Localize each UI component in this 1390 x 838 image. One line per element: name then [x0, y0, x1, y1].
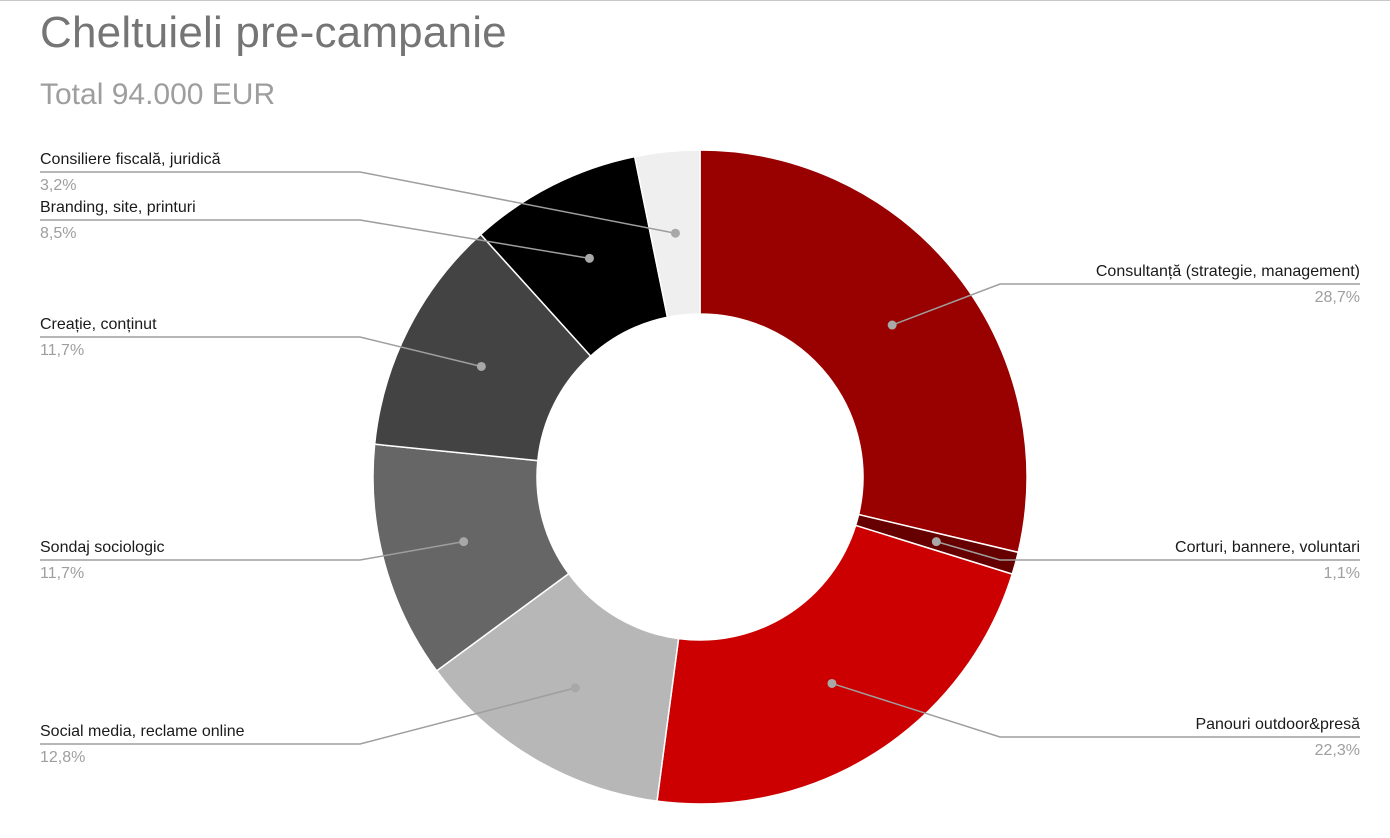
label-creatie-continut: Creație, conținut — [40, 316, 157, 333]
label-consiliere-fiscala-juridica: Consiliere fiscală, juridică — [40, 151, 221, 168]
callout-line-branding-site-printuri — [40, 219, 590, 260]
callout-dot-social-media-reclame-online — [570, 683, 580, 693]
callout-line-consiliere-fiscala-juridica — [40, 171, 676, 234]
value-social-media-reclame-online: 12,8% — [40, 749, 85, 766]
slice-social-media-reclame-online — [435, 572, 680, 803]
callout-dot-creatie-continut — [476, 361, 486, 371]
callout-dot-sondaj-sociologic — [459, 537, 469, 547]
callout-line-creatie-continut — [40, 336, 482, 368]
labels-group: Consultanță (strategie, management) 28,7%… — [40, 151, 1360, 766]
slice-consultanta-strategie-management — [699, 149, 1028, 554]
value-corturi-bannere-voluntari: 1,1% — [1324, 565, 1360, 582]
value-consultanta-strategie-management: 28,7% — [1315, 289, 1360, 306]
callout-dot-consultanta-strategie-management — [887, 320, 897, 330]
callout-line-sondaj-sociologic — [40, 540, 464, 561]
value-creatie-continut: 11,7% — [40, 342, 84, 359]
value-branding-site-printuri: 8,5% — [40, 225, 76, 242]
label-corturi-bannere-voluntari: Corturi, bannere, voluntari — [1175, 539, 1360, 556]
callout-dot-consiliere-fiscala-juridica — [670, 228, 680, 238]
value-consiliere-fiscala-juridica: 3,2% — [40, 177, 76, 194]
callout-line-corturi-bannere-voluntari — [936, 540, 1360, 561]
callout-line-consultanta-strategie-management — [891, 283, 1360, 326]
label-sondaj-sociologic: Sondaj sociologic — [40, 539, 165, 556]
callout-dot-corturi-bannere-voluntari — [931, 537, 941, 547]
callout-line-social-media-reclame-online — [40, 687, 576, 745]
slices-group — [372, 149, 1028, 805]
chart-title: Cheltuieli pre-campanie — [40, 8, 507, 57]
slice-panouri-outdoor-presa — [656, 524, 1014, 805]
label-branding-site-printuri: Branding, site, printuri — [40, 199, 196, 216]
label-social-media-reclame-online: Social media, reclame online — [40, 723, 245, 740]
value-sondaj-sociologic: 11,7% — [40, 565, 84, 582]
value-panouri-outdoor-presa: 22,3% — [1315, 742, 1360, 759]
label-panouri-outdoor-presa: Panouri outdoor&presă — [1195, 716, 1360, 733]
slice-consiliere-fiscala-juridica — [633, 149, 701, 319]
chart-subtitle: Total 94.000 EUR — [40, 78, 276, 111]
label-consultanta-strategie-management: Consultanță (strategie, management) — [1096, 263, 1360, 280]
callout-dot-panouri-outdoor-presa — [827, 678, 837, 688]
callout-dot-branding-site-printuri — [584, 253, 594, 263]
callout-line-panouri-outdoor-presa — [831, 682, 1360, 738]
top-border — [0, 0, 1390, 1]
